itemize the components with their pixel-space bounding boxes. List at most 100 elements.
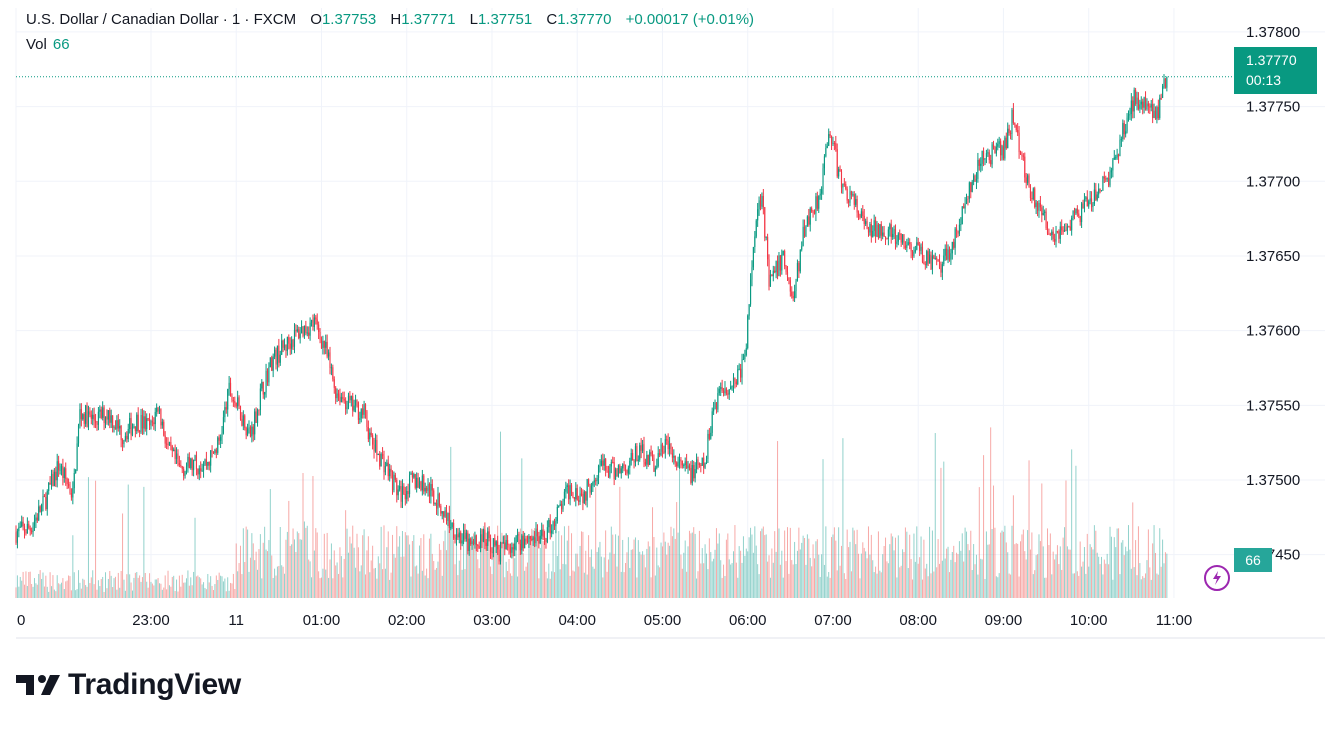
volume-bar: [406, 535, 408, 598]
volume-bar: [606, 571, 608, 598]
volume-bar: [414, 566, 416, 598]
candle-body: [914, 249, 916, 252]
price-chart[interactable]: 1.378001.377501.377001.376501.376001.375…: [0, 0, 1341, 640]
volume-bar: [833, 527, 835, 598]
candle-body: [308, 332, 310, 336]
volume-bar: [944, 558, 946, 598]
candle-body: [484, 529, 486, 543]
volume-bar: [843, 573, 845, 598]
volume-bar: [796, 550, 798, 598]
candle-body: [605, 458, 607, 471]
candle-body: [369, 432, 371, 440]
volume-bar: [1122, 540, 1124, 598]
volume-bar: [214, 584, 216, 598]
candle-body: [1011, 109, 1013, 134]
volume-bar: [706, 553, 708, 598]
volume-bar: [713, 558, 715, 598]
candle-body: [141, 415, 144, 429]
candle-body: [1044, 211, 1046, 213]
volume-bar: [951, 552, 953, 598]
candle-body: [593, 480, 595, 483]
volume-bar: [410, 576, 412, 598]
candle-body: [751, 267, 753, 280]
candle-body: [201, 470, 203, 472]
volume-bar: [858, 553, 860, 598]
candle-body: [359, 418, 361, 420]
candle-body: [1071, 217, 1073, 231]
candle-body: [548, 519, 550, 528]
candle-body: [541, 529, 543, 536]
chart-area[interactable]: 1.37800 1.37750 1.37700 1.37650 1.37600 1.375…: [0, 0, 1341, 640]
candle-body: [312, 319, 314, 327]
volume-bar: [1073, 573, 1075, 598]
volume-bar: [1038, 534, 1040, 598]
candle-body: [316, 319, 318, 325]
candle-body: [453, 522, 455, 539]
volume-bar: [636, 577, 638, 598]
candle-body: [103, 407, 105, 424]
volume-bar: [1139, 563, 1141, 598]
candle-body: [120, 425, 122, 441]
candle-body: [865, 221, 867, 224]
volume-bar: [639, 551, 641, 598]
candle-body: [381, 454, 384, 457]
candle-body: [62, 466, 64, 478]
candle-body: [1045, 211, 1047, 229]
volume-bar: [933, 571, 935, 598]
candle-body: [63, 468, 65, 478]
tradingview-logo[interactable]: TradingView: [16, 668, 241, 702]
candle-body: [629, 460, 631, 468]
lightning-icon[interactable]: [1204, 565, 1230, 591]
volume-bar: [566, 540, 568, 598]
candle-body: [521, 535, 523, 551]
candle-body: [953, 241, 955, 248]
volume-bar: [1018, 576, 1020, 598]
volume-bar: [230, 582, 232, 598]
volume-bar: [887, 563, 889, 598]
candle-body: [855, 199, 857, 205]
candle-body: [555, 520, 557, 527]
volume-bar: [201, 584, 203, 598]
candle-body: [749, 279, 752, 305]
candle-body: [384, 466, 386, 473]
volume-bar: [467, 533, 469, 598]
tradingview-logo-icon: [16, 675, 60, 695]
candle-body: [151, 421, 153, 423]
candle-body: [920, 246, 922, 251]
candle-body: [813, 212, 816, 214]
candle-body: [435, 503, 438, 509]
candle-body: [731, 386, 733, 388]
volume-bar: [504, 577, 506, 598]
volume-bar: [191, 585, 193, 598]
candle-body: [892, 233, 894, 237]
volume-bar: [1112, 579, 1114, 598]
volume-bar: [1126, 551, 1128, 598]
candle-body: [325, 341, 327, 348]
volume-bar: [906, 531, 908, 598]
candle-body: [700, 464, 702, 466]
candle-body: [421, 475, 423, 491]
candle-body: [393, 474, 395, 491]
volume-bar: [671, 536, 673, 598]
volume-bar: [590, 549, 592, 598]
volume-bar: [492, 552, 494, 598]
candle-body: [1066, 226, 1068, 231]
candle-body: [440, 505, 442, 514]
candle-body: [1132, 100, 1134, 112]
candle-body: [637, 459, 639, 461]
volume-bar: [129, 574, 131, 598]
candle-body: [79, 409, 81, 426]
volume-bar: [733, 551, 735, 598]
candle-body: [1055, 230, 1057, 242]
volume-bar: [869, 554, 871, 598]
candle-body: [487, 531, 489, 546]
volume-bar: [934, 433, 936, 598]
volume-bar: [555, 530, 557, 598]
candle-body: [535, 528, 537, 544]
candle-body: [217, 437, 219, 453]
volume-bar: [657, 565, 659, 598]
candle-body: [879, 224, 881, 238]
candle-body: [49, 482, 51, 485]
volume-bar: [839, 565, 841, 598]
candle-body: [210, 450, 212, 466]
